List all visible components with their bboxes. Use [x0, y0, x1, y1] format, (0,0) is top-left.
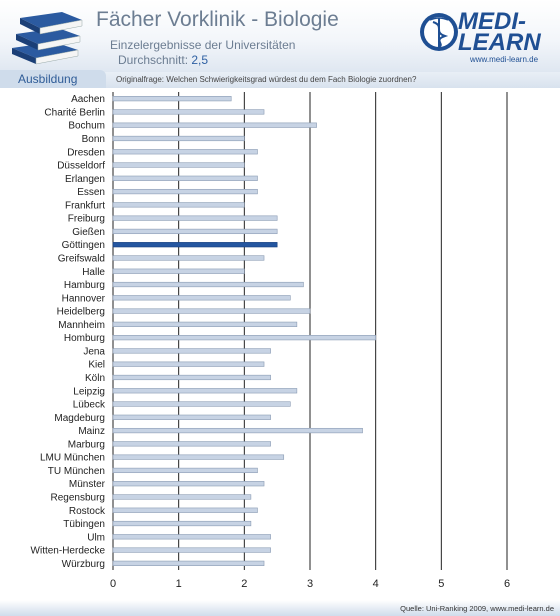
- category-label: Homburg: [64, 333, 105, 344]
- logo-text-line1: MEDI-: [458, 8, 526, 35]
- page-subtitle: Einzelergebnisse der Universitäten: [110, 38, 296, 52]
- bar: [112, 149, 258, 155]
- bar-chart: Aachen Charité Berlin Bochum Bonn Dresden Düs…: [31, 92, 510, 590]
- category-label: Tübingen: [63, 519, 105, 530]
- bar: [112, 242, 278, 248]
- average-text: Durchschnitt: 2,5: [118, 53, 208, 67]
- category-label: Halle: [82, 267, 105, 278]
- category-label: Essen: [77, 187, 105, 198]
- logo-text-line2: LEARN: [458, 29, 541, 56]
- bar: [112, 520, 252, 527]
- x-tick-label: 3: [307, 578, 313, 590]
- bar: [112, 374, 271, 381]
- bar: [112, 321, 298, 327]
- category-label: Aachen: [71, 94, 105, 105]
- header-banner: [0, 0, 560, 72]
- category-label: Freiburg: [68, 214, 105, 225]
- bar: [112, 188, 258, 195]
- bar: [112, 348, 271, 354]
- logo-url[interactable]: www.medi-learn.de: [470, 55, 539, 64]
- section-band: [0, 72, 560, 88]
- bar: [112, 202, 245, 208]
- category-label: Bonn: [82, 134, 105, 145]
- category-label: Köln: [85, 373, 105, 384]
- bar: [112, 414, 271, 420]
- bar: [112, 308, 311, 314]
- bar: [112, 135, 245, 142]
- bar: [112, 335, 376, 341]
- bar: [112, 427, 363, 434]
- bar: [112, 361, 265, 367]
- category-label: Kiel: [88, 360, 105, 371]
- category-label: Erlangen: [65, 174, 105, 185]
- bar: [112, 228, 278, 235]
- category-label: Heidelberg: [57, 307, 105, 318]
- bar: [112, 215, 278, 221]
- category-label: Regensburg: [51, 492, 105, 503]
- category-label: Greifswald: [58, 253, 105, 264]
- category-label: TU München: [48, 466, 105, 477]
- bar: [112, 281, 304, 288]
- bar: [112, 494, 252, 500]
- bar: [112, 401, 291, 407]
- category-label: Münster: [69, 479, 106, 490]
- category-label: Göttingen: [62, 240, 105, 251]
- bar: [112, 507, 258, 513]
- category-label: Bochum: [68, 121, 105, 132]
- bar: [112, 441, 271, 447]
- bar: [112, 388, 298, 394]
- category-label: Charité Berlin: [44, 107, 105, 118]
- category-label: Würzburg: [62, 559, 105, 570]
- caduceus-icon: [420, 13, 458, 51]
- page-title: Fächer Vorklinik - Biologie: [96, 8, 339, 31]
- category-label: Mainz: [78, 426, 105, 437]
- footer-band: [0, 600, 560, 616]
- tab-ausbildung-label[interactable]: Ausbildung: [18, 72, 78, 86]
- category-label: Lübeck: [73, 400, 106, 411]
- books-icon: [12, 12, 83, 65]
- category-label: Rostock: [69, 506, 106, 517]
- category-label: Jena: [83, 346, 105, 357]
- bar: [112, 122, 317, 128]
- x-tick-label: 5: [438, 578, 444, 590]
- bar: [112, 467, 258, 474]
- bar: [112, 109, 265, 115]
- x-tick-label: 6: [504, 578, 510, 590]
- category-label: Hannover: [62, 293, 106, 304]
- category-label: LMU München: [40, 453, 105, 464]
- average-label: Durchschnitt:: [118, 53, 189, 67]
- category-label: Dresden: [67, 147, 105, 158]
- bar: [112, 481, 265, 487]
- x-tick-label: 1: [176, 578, 182, 590]
- category-label: Magdeburg: [54, 413, 105, 424]
- category-label: Leipzig: [73, 386, 105, 397]
- bar: [112, 162, 245, 168]
- source-text: Quelle: Uni-Ranking 2009, www.medi-learn…: [400, 604, 554, 613]
- tab-ausbildung[interactable]: [0, 70, 106, 88]
- question-text: Originalfrage: Welchen Schwierigkeitsgra…: [116, 75, 417, 84]
- category-label: Frankfurt: [65, 200, 105, 211]
- x-tick-label: 2: [241, 578, 247, 590]
- category-label: Mannheim: [58, 320, 105, 331]
- average-value: 2,5: [191, 53, 209, 67]
- bar: [112, 534, 271, 540]
- category-label: Gießen: [72, 227, 105, 238]
- category-label: Düsseldorf: [57, 161, 105, 172]
- bar: [112, 560, 265, 566]
- bar: [112, 454, 285, 460]
- category-label: Marburg: [68, 439, 105, 450]
- bar: [112, 96, 232, 102]
- bar: [112, 175, 258, 181]
- bar: [112, 547, 271, 553]
- category-label: Hamburg: [64, 280, 105, 291]
- bar: [112, 295, 291, 301]
- bar: [112, 268, 245, 274]
- category-label: Witten-Herdecke: [31, 546, 106, 557]
- x-tick-label: 4: [373, 578, 379, 590]
- category-label: Ulm: [87, 532, 105, 543]
- bar: [112, 255, 265, 261]
- x-tick-label: 0: [110, 578, 116, 590]
